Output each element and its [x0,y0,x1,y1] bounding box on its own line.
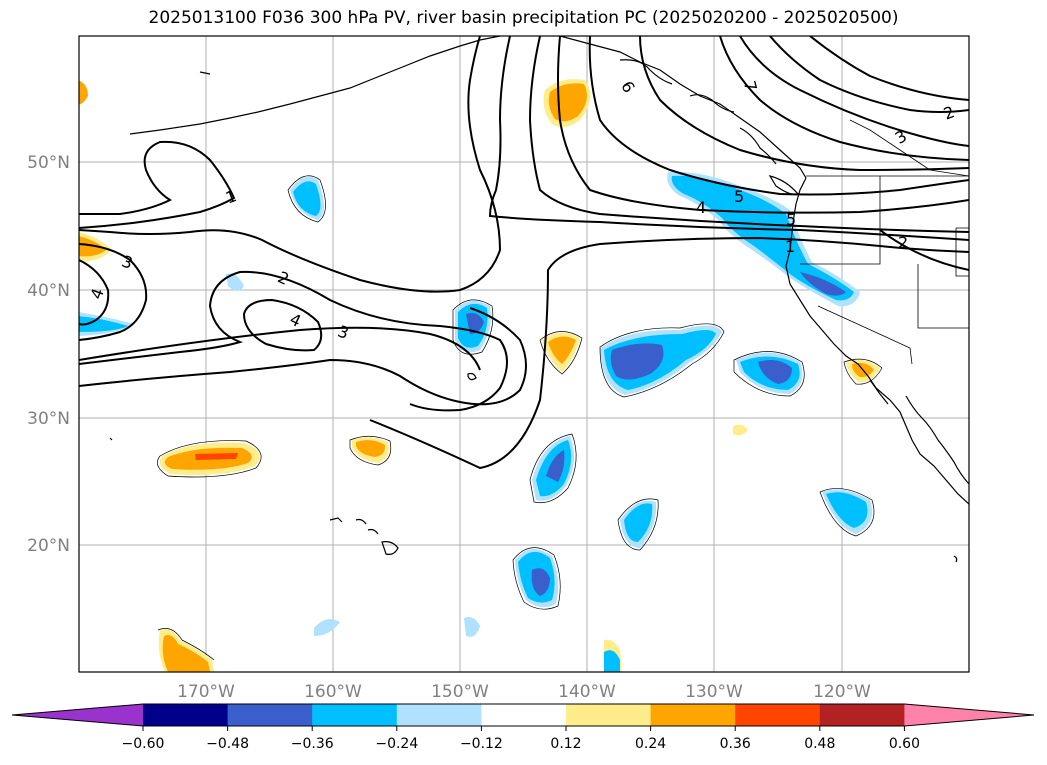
precip-positive-area [733,424,748,436]
lon-label: 130°W [685,682,743,702]
colorbar-tick-label: −0.48 [206,736,249,752]
pv-label: 2 [898,233,908,252]
pv-contour-line [488,36,969,241]
lat-label: 20°N [27,536,70,556]
colorbar-segment [143,704,229,726]
pv-contour-line [79,36,502,293]
pv-contour-line [528,36,969,233]
pv-label: 6 [617,78,639,96]
pv-label: 4 [696,198,706,217]
pv-label: 4 [287,309,304,331]
precip-negative-area [610,343,664,380]
pv-contour-line [809,36,969,101]
lon-label: 150°W [431,682,489,702]
pv-label: 7 [740,79,761,94]
pv-contour-line [769,36,969,113]
pv-contour-labels: 1 2 3 4 5 6 7 1 2 3 4 5 2 3 4 [87,78,957,343]
precip-negative-area [826,492,868,528]
colorbar-segment [481,704,567,726]
pv-label: 5 [786,210,796,229]
grid-lines [79,36,969,672]
pv-label: 3 [335,322,351,343]
colorbar-segment [650,704,736,726]
pv-contours [79,36,969,470]
precip-negative-area [226,273,244,291]
coastlines [109,36,969,563]
precip-negative-area [464,617,480,637]
map-frame [78,35,970,673]
precip-positive-area [548,336,576,364]
precip-negative-area [466,313,484,334]
pv-contour-line [79,259,110,326]
precip-positive-area [356,440,386,457]
pv-contour-line [369,236,969,470]
colorbar-segment [819,704,905,726]
latitude-labels: 50°N 40°N 30°N 20°N [27,153,70,556]
lat-label: 30°N [27,409,70,429]
lat-label: 40°N [27,281,70,301]
pv-contour-line [739,36,969,147]
precip-negative-area [314,619,340,636]
colorbar-segment [312,704,398,726]
pv-contour-line [79,140,236,229]
pv-label: 4 [87,286,108,302]
lon-label: 120°W [813,682,871,702]
colorbar-segment [396,704,482,726]
colorbar-tick-label: 0.12 [550,736,581,752]
lat-label: 50°N [27,153,70,173]
colorbar-tick-label: −0.12 [460,736,503,752]
pv-contour-line [79,270,508,412]
pv-label: 3 [892,126,910,148]
colorbar-tick-label: −0.24 [375,736,418,752]
precip-anomaly-outlines [157,175,883,661]
precip-negative-area [546,450,565,482]
precip-positive-area [79,80,88,105]
colorbar-tick-label: −0.60 [122,736,165,752]
pv-contour-line [557,36,969,214]
precip-negative-area [624,503,653,542]
pv-contour-line [879,229,969,271]
precip-negative-area [758,360,792,384]
precip-positive-area [162,635,210,672]
pv-label: 2 [275,267,292,289]
lon-label: 160°W [304,682,362,702]
pv-contour-line [639,36,969,172]
map-title: 2025013100 F036 300 hPa PV, river basin … [148,8,899,28]
lon-label: 170°W [177,682,235,702]
pv-label: 2 [941,102,957,123]
longitude-labels: 170°W 160°W 150°W 140°W 130°W 120°W [177,682,871,702]
colorbar-tick-label: 0.48 [804,736,835,752]
precip-positive-area [195,453,238,460]
pv-contour-line [588,36,969,196]
pv-label: 5 [734,187,744,206]
lon-label: 140°W [558,682,616,702]
colorbar-tick-label: 0.36 [720,736,751,752]
colorbar-segment [566,704,652,726]
pv-label: 1 [223,186,239,207]
colorbar: −0.60 −0.48 −0.36 −0.24 −0.12 0.12 0.24 0.36 0.4… [11,703,1035,752]
pv-contour-line [79,326,481,371]
colorbar-tick-label: 0.24 [635,736,666,752]
colorbar-extend-high [904,704,1034,726]
pv-contour-line [79,307,527,406]
colorbar-tick-label: −0.36 [291,736,334,752]
colorbar-segment [735,704,821,726]
precip-negative-area [604,650,620,672]
precip-negative-area [293,181,321,216]
colorbar-segment [227,704,313,726]
colorbar-tick-label: 0.60 [889,736,920,752]
colorbar-extend-low [12,704,143,726]
pv-contour-line [79,243,148,341]
precip-negative-area [531,568,550,596]
precip-negative-area [800,272,846,296]
pv-contour-line [719,36,969,161]
pv-contour-line [242,298,323,352]
pv-label: 1 [785,237,795,256]
precip-negative-area [79,316,128,332]
